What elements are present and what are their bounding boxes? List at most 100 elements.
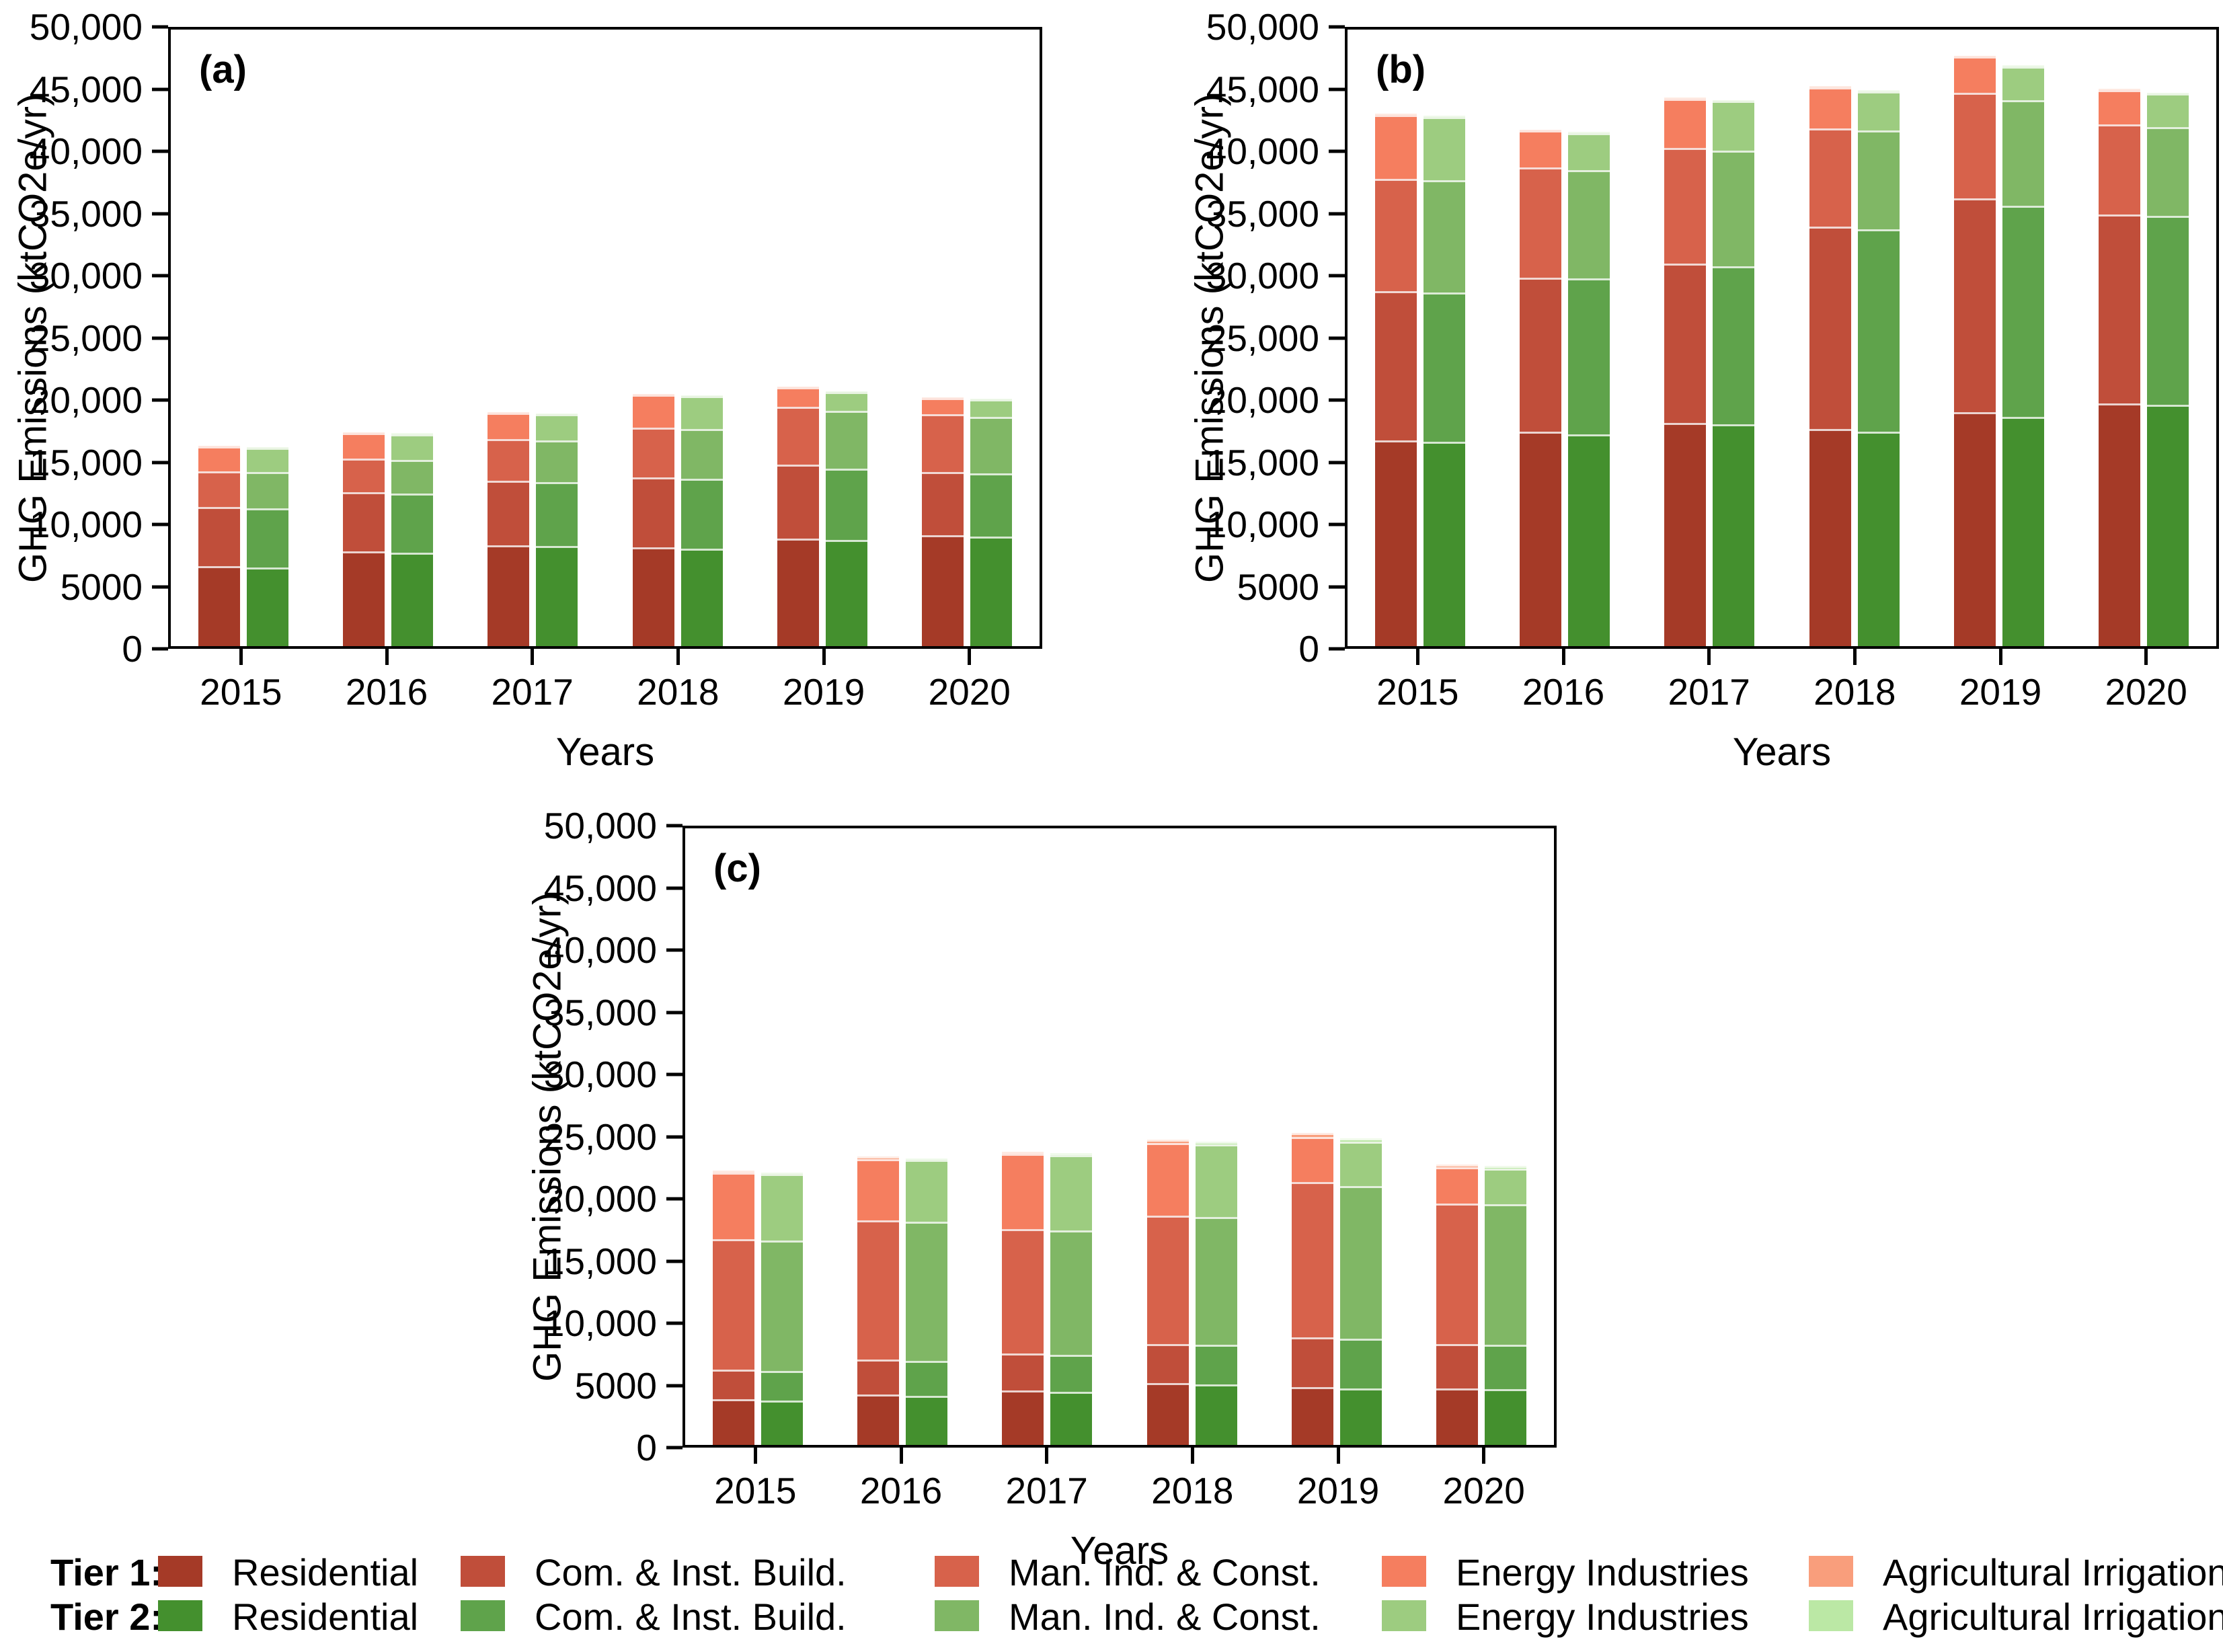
bar-segment xyxy=(712,1370,754,1400)
bar-segment xyxy=(1567,133,1610,171)
stacked-bar-tier1-2017 xyxy=(1002,828,1044,1445)
legend-swatch xyxy=(158,1556,202,1587)
stacked-bar-tier1-2015 xyxy=(1374,30,1417,646)
bar-segment xyxy=(1809,227,1851,430)
bar-segment xyxy=(857,1220,899,1360)
stacked-bar-tier1-2016 xyxy=(342,30,385,646)
bar-segment xyxy=(1664,148,1707,264)
bar-segment xyxy=(1519,277,1561,432)
stacked-bar-tier2-2016 xyxy=(905,828,947,1445)
stacked-bar-tier1-2018 xyxy=(632,30,674,646)
x-tick-mark xyxy=(676,649,680,665)
stacked-bar-tier2-2015 xyxy=(1423,30,1465,646)
bar-segment xyxy=(1857,89,1900,91)
bar-segment xyxy=(2002,65,2044,67)
y-tick-mark xyxy=(1329,87,1345,91)
bar-segment xyxy=(922,397,964,399)
bar-segment xyxy=(246,472,288,508)
y-tick-label: 40,000 xyxy=(29,130,143,172)
stacked-bar-tier2-2017 xyxy=(536,30,578,646)
bar-segment xyxy=(536,482,578,547)
bar-segment xyxy=(1436,1164,1479,1168)
bar-segment xyxy=(391,434,433,461)
y-tick-mark xyxy=(152,25,168,29)
bar-segment xyxy=(922,414,964,473)
x-tick-label: 2017 xyxy=(491,671,574,713)
stacked-bar-tier2-2019 xyxy=(1339,828,1382,1445)
stacked-bar-tier2-2017 xyxy=(1050,828,1093,1445)
bar-segment xyxy=(2147,93,2189,127)
y-tick-mark xyxy=(152,398,168,402)
y-tick-label: 35,000 xyxy=(1206,192,1319,235)
bar-segment xyxy=(825,468,867,541)
year-group-2017 xyxy=(461,30,605,646)
x-tick-mark xyxy=(1336,1448,1340,1464)
y-tick-mark xyxy=(666,1072,682,1076)
y-tick-label: 50,000 xyxy=(29,6,143,48)
x-tick-2018: 2018 xyxy=(1782,649,1928,730)
x-tick-mark xyxy=(1415,649,1419,665)
legend-swatch xyxy=(1809,1556,1853,1587)
bar-segment xyxy=(632,394,674,428)
bar-segment xyxy=(905,1158,947,1161)
bar-segment xyxy=(246,567,288,646)
x-tick-2019: 2019 xyxy=(751,649,897,730)
bar-segment xyxy=(1519,431,1561,646)
legend-item-label: Agricultural Irrigation xyxy=(1883,1551,2223,1594)
bar-segment xyxy=(1146,1140,1189,1143)
bar-segment xyxy=(712,1238,754,1370)
y-tick-mark xyxy=(666,1135,682,1138)
y-tick-label: 20,000 xyxy=(29,379,143,421)
y-tick-label: 35,000 xyxy=(29,192,143,235)
legend-item-label: Com. & Inst. Build. xyxy=(535,1596,847,1638)
y-tick-mark xyxy=(152,212,168,215)
plot-area-b: (b) xyxy=(1345,27,2219,649)
bar-segment xyxy=(1423,441,1465,646)
panel-b: GHG Emissions (ktCO2e/yr) 0 5000 10,000 15,… xyxy=(1177,0,2223,780)
bar-segment xyxy=(1664,97,1707,99)
x-axis: 2015 2016 2017 2018 2019 2020 xyxy=(168,649,1042,730)
bar-segment xyxy=(857,1394,899,1445)
stacked-bar-tier1-2019 xyxy=(1953,30,1996,646)
bar-segment xyxy=(1291,1136,1333,1183)
x-tick-label: 2019 xyxy=(782,671,865,713)
bar-segment xyxy=(391,552,433,646)
y-tick-label: 35,000 xyxy=(543,991,657,1033)
stacked-bar-tier2-2017 xyxy=(1713,30,1755,646)
bar-segment xyxy=(1339,1138,1382,1142)
y-tick-mark xyxy=(666,1446,682,1450)
x-tick-label: 2018 xyxy=(1814,671,1896,713)
x-tick-mark xyxy=(385,649,389,665)
bar-segment xyxy=(1195,1144,1237,1217)
x-tick-2018: 2018 xyxy=(605,649,751,730)
bar-segment xyxy=(1857,91,1900,131)
y-tick-mark xyxy=(666,1321,682,1325)
year-group-2017 xyxy=(975,828,1120,1445)
y-tick-label: 0 xyxy=(122,628,143,670)
bar-segment xyxy=(2099,124,2141,215)
y-tick-label: 30,000 xyxy=(543,1054,657,1095)
y-tick-mark xyxy=(152,274,168,278)
y-tick-mark xyxy=(666,1259,682,1263)
bar-segment xyxy=(1857,229,1900,432)
y-tick-label: 15,000 xyxy=(1206,441,1319,483)
x-axis-title: Years xyxy=(1070,1529,1169,1573)
bar-segment xyxy=(2099,403,2141,646)
y-tick-label: 5000 xyxy=(1237,565,1319,608)
bar-segment xyxy=(632,547,674,646)
bar-segment xyxy=(777,539,819,646)
x-tick-mark xyxy=(2144,649,2148,665)
bar-segment xyxy=(1519,129,1561,131)
x-tick-mark xyxy=(1707,649,1711,665)
year-group-2016 xyxy=(315,30,460,646)
bar-segment xyxy=(825,392,867,411)
bar-segment xyxy=(1050,1355,1093,1392)
stacked-bar-tier1-2015 xyxy=(712,828,754,1445)
x-tick-2019: 2019 xyxy=(1265,1448,1411,1528)
y-tick-mark xyxy=(1329,522,1345,526)
bar-segment xyxy=(1953,55,1996,57)
bar-segment xyxy=(2002,416,2044,646)
bar-segment xyxy=(712,1172,754,1239)
stacked-bar-tier2-2018 xyxy=(680,30,723,646)
bar-segment xyxy=(1291,1386,1333,1445)
